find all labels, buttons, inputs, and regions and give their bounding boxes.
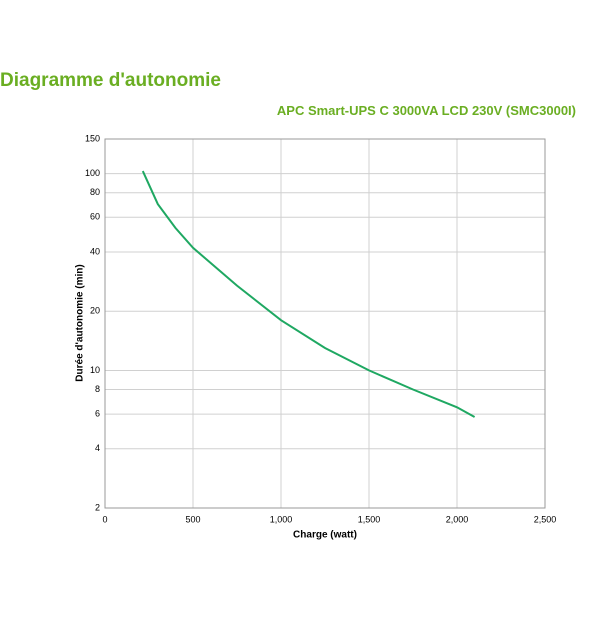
y-tick-label: 4 — [95, 443, 100, 453]
y-tick-label: 10 — [90, 365, 100, 375]
chart-subtitle: APC Smart-UPS C 3000VA LCD 230V (SMC3000… — [277, 103, 576, 118]
y-tick-label: 20 — [90, 306, 100, 316]
x-axis-label: Charge (watt) — [293, 530, 357, 541]
x-tick-label: 1,000 — [270, 514, 293, 524]
x-tick-label: 500 — [185, 514, 200, 524]
y-tick-label: 80 — [90, 187, 100, 197]
x-tick-label: 2,000 — [446, 514, 469, 524]
x-tick-label: 0 — [102, 514, 107, 524]
plot-area — [104, 138, 546, 509]
y-tick-label: 8 — [95, 384, 100, 394]
y-tick-label: 2 — [95, 502, 100, 512]
chart-title: Diagramme d'autonomie — [0, 70, 221, 91]
y-tick-label: 100 — [85, 168, 100, 178]
y-tick-label: 60 — [90, 212, 100, 222]
y-tick-label: 40 — [90, 246, 100, 256]
y-tick-label: 6 — [95, 408, 100, 418]
y-axis-label: Durée d'autonomie (min) — [75, 264, 86, 381]
data-line — [141, 170, 476, 418]
plot-border — [104, 138, 546, 509]
x-tick-label: 1,500 — [358, 514, 381, 524]
x-tick-label: 2,500 — [534, 514, 557, 524]
y-tick-label: 150 — [85, 133, 100, 143]
